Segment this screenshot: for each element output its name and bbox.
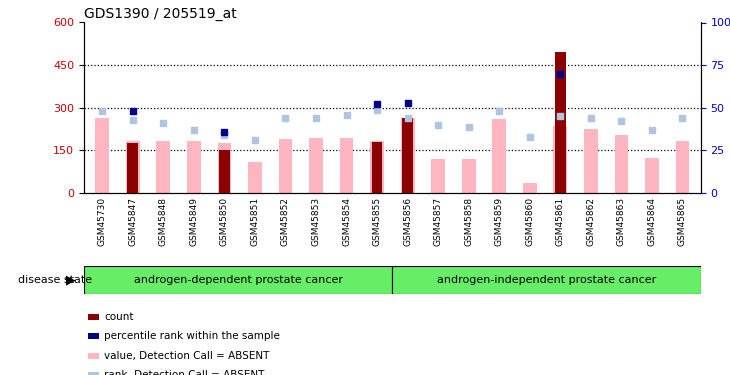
Text: GSM45852: GSM45852 xyxy=(281,197,290,246)
Text: GSM45850: GSM45850 xyxy=(220,197,229,246)
Text: GSM45864: GSM45864 xyxy=(648,197,656,246)
Bar xyxy=(126,141,139,193)
Text: androgen-independent prostate cancer: androgen-independent prostate cancer xyxy=(437,275,656,285)
Text: GSM45855: GSM45855 xyxy=(372,197,382,246)
Bar xyxy=(645,158,658,193)
Bar xyxy=(402,118,413,193)
Text: GSM45858: GSM45858 xyxy=(464,197,473,246)
Bar xyxy=(219,150,230,193)
Bar xyxy=(675,141,689,193)
Text: GSM45860: GSM45860 xyxy=(526,197,534,246)
Text: GSM45861: GSM45861 xyxy=(556,197,565,246)
Bar xyxy=(492,119,506,193)
Text: disease state: disease state xyxy=(18,275,93,285)
Bar xyxy=(393,266,701,294)
Bar xyxy=(339,138,353,193)
Bar xyxy=(401,118,415,193)
Text: GSM45862: GSM45862 xyxy=(586,197,596,246)
Text: GSM45851: GSM45851 xyxy=(250,197,259,246)
Text: GSM45863: GSM45863 xyxy=(617,197,626,246)
Bar xyxy=(156,141,170,193)
Bar xyxy=(248,162,262,193)
Bar xyxy=(370,141,384,193)
Bar xyxy=(372,142,383,193)
Text: GSM45854: GSM45854 xyxy=(342,197,351,246)
Text: percentile rank within the sample: percentile rank within the sample xyxy=(104,332,280,341)
Text: count: count xyxy=(104,312,134,322)
Text: GSM45859: GSM45859 xyxy=(495,197,504,246)
Bar xyxy=(553,126,567,193)
Text: GSM45853: GSM45853 xyxy=(312,197,320,246)
Text: rank, Detection Call = ABSENT: rank, Detection Call = ABSENT xyxy=(104,370,265,375)
Bar xyxy=(555,53,566,193)
Text: androgen-dependent prostate cancer: androgen-dependent prostate cancer xyxy=(134,275,342,285)
Text: GSM45856: GSM45856 xyxy=(403,197,412,246)
Bar xyxy=(431,159,445,193)
Bar xyxy=(96,118,110,193)
Bar xyxy=(84,266,393,294)
Bar xyxy=(462,159,475,193)
Bar xyxy=(187,141,201,193)
Text: GSM45865: GSM45865 xyxy=(678,197,687,246)
Text: GSM45857: GSM45857 xyxy=(434,197,442,246)
Text: GSM45847: GSM45847 xyxy=(128,197,137,246)
Bar xyxy=(523,183,537,193)
Text: GSM45849: GSM45849 xyxy=(189,197,199,246)
Text: GSM45848: GSM45848 xyxy=(159,197,168,246)
Text: value, Detection Call = ABSENT: value, Detection Call = ABSENT xyxy=(104,351,270,361)
Bar xyxy=(128,143,138,193)
Bar xyxy=(615,135,629,193)
Text: GDS1390 / 205519_at: GDS1390 / 205519_at xyxy=(84,8,237,21)
Text: GSM45730: GSM45730 xyxy=(98,197,107,246)
Text: ▶: ▶ xyxy=(66,274,76,287)
Bar xyxy=(584,129,598,193)
Bar xyxy=(310,138,323,193)
Bar xyxy=(279,139,293,193)
Bar xyxy=(218,143,231,193)
